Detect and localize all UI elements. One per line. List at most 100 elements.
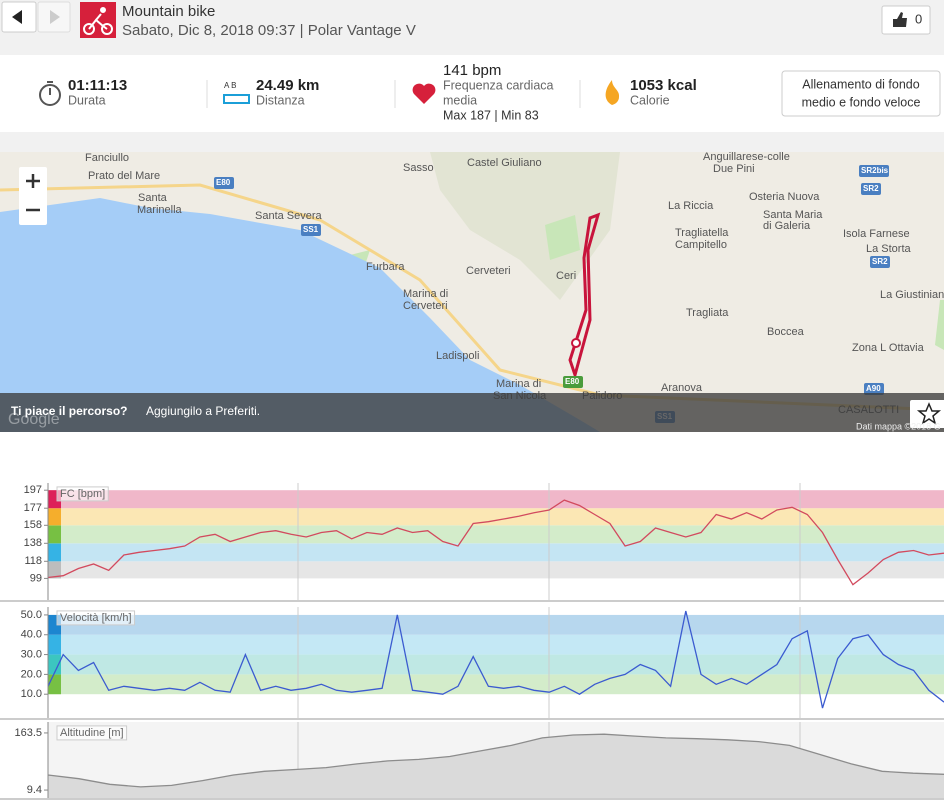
map-label: Prato del Mare <box>88 170 160 182</box>
road-shield <box>870 256 890 268</box>
map-label: Fanciullo <box>85 152 129 164</box>
route-start <box>571 338 581 348</box>
y-tick-label: 118 <box>24 555 42 567</box>
zone-strip <box>48 674 61 695</box>
zone-strip <box>48 525 61 544</box>
favorite-action[interactable]: Aggiungilo a Preferiti. <box>146 404 260 418</box>
y-tick-label: 9.4 <box>27 784 42 796</box>
back-icon <box>12 10 22 24</box>
training-type-button[interactable] <box>781 70 941 117</box>
road-shield <box>563 376 583 388</box>
calories-label: Calorie <box>630 93 670 107</box>
sea <box>0 198 600 432</box>
map-label: Boccea <box>767 326 805 338</box>
map-label: Cerveteri <box>466 265 511 277</box>
distance-icon-text: A B <box>224 81 236 90</box>
y-tick-label: 177 <box>24 502 42 514</box>
training-type: Allenamento di fondo <box>802 77 919 91</box>
map-label: La Riccia <box>668 200 714 212</box>
area <box>48 734 944 798</box>
duration-value: 01:11:13 <box>68 77 127 94</box>
ruler-icon <box>223 94 250 104</box>
road-shield <box>859 165 889 177</box>
road-shield-label: E80 <box>565 377 580 386</box>
hr-value: 141 bpm <box>443 62 501 79</box>
title: Mountain bike <box>122 3 215 20</box>
map-label: Furbara <box>366 261 405 273</box>
chart-title: Altitudine [m] <box>60 727 124 739</box>
y-tick-label: 163.5 <box>14 727 42 739</box>
heart-icon <box>412 83 436 104</box>
data-line <box>47 610 944 709</box>
like-count: 0 <box>915 11 922 26</box>
distance-label: Distanza <box>256 93 305 107</box>
zone-strip <box>48 508 61 526</box>
favorite-bar <box>0 393 944 432</box>
chart-title: FC [bpm] <box>60 488 105 500</box>
flame-icon <box>605 80 620 105</box>
distance-value: 24.49 km <box>256 77 319 94</box>
zone-band <box>48 508 944 526</box>
map-label: Sasso <box>403 162 434 174</box>
map-label: Ladispoli <box>436 350 479 362</box>
map-label: Tragliata <box>686 307 729 319</box>
hr-range: Max 187 | Min 83 <box>443 108 539 122</box>
zone-band <box>48 490 944 509</box>
y-tick-label: 99 <box>30 572 42 584</box>
y-tick-label: 197 <box>24 484 42 496</box>
map-label: Santa Maria <box>763 209 823 221</box>
google-logo: Google <box>8 411 60 428</box>
road-shield <box>301 224 321 236</box>
y-tick-label: 30.0 <box>21 648 42 660</box>
chart-title-box <box>56 486 109 502</box>
area-line <box>47 733 944 788</box>
map-label: di Galeria <box>763 220 811 232</box>
map-label: Ceri <box>556 270 576 282</box>
chart-title-box <box>56 610 136 626</box>
favorite-button[interactable] <box>910 400 944 428</box>
road-shield <box>864 383 884 395</box>
zone-band <box>48 654 944 675</box>
y-tick-label: 138 <box>24 537 42 549</box>
y-tick-label: 50.0 <box>21 609 42 621</box>
duration-label: Durata <box>68 93 106 107</box>
road-shield-label: A90 <box>866 384 881 393</box>
map-label: Santa Severa <box>255 210 323 222</box>
map-label: Aranova <box>661 382 703 394</box>
map-attribution: Dati mappa ©2018 G <box>856 421 941 431</box>
map-label: Zona L Ottavia <box>852 342 925 354</box>
road-shield-label: SR2 <box>863 184 879 193</box>
zone-band <box>48 674 944 695</box>
hr-label: media <box>443 93 477 107</box>
road-shield-label: SR2bis <box>861 166 889 175</box>
forward-icon <box>50 10 60 24</box>
road-shield <box>214 177 234 189</box>
zone-strip <box>48 543 61 562</box>
zone-band <box>48 525 944 544</box>
subtitle: Sabato, Dic 8, 2018 09:37 | Polar Vantag… <box>122 22 416 39</box>
map-label: Osteria Nuova <box>749 191 820 203</box>
map-label: Santa <box>138 192 168 204</box>
y-tick-label: 20.0 <box>21 668 42 680</box>
road-shield-label: E80 <box>216 178 231 187</box>
map-label: Due Pini <box>713 163 755 175</box>
y-tick-label: 158 <box>24 519 42 531</box>
chart-title-box <box>56 725 128 741</box>
map-label: Cerveteri <box>403 300 448 312</box>
map-label: La Storta <box>866 243 912 255</box>
zoom-icons <box>26 174 40 212</box>
hills <box>430 152 620 300</box>
like-icon <box>893 12 907 27</box>
chart-title: Velocità [km/h] <box>60 612 132 624</box>
map-label: Marina di <box>496 378 541 390</box>
zone-band <box>48 561 944 579</box>
map-label: Campitello <box>675 239 727 251</box>
calories-value: 1053 kcal <box>630 77 697 94</box>
stopwatch-icon <box>39 81 61 106</box>
map-label: La Giustinian <box>880 289 944 301</box>
zone-band <box>48 543 944 562</box>
y-tick-label: 10.0 <box>21 688 42 700</box>
zone-strip <box>48 634 61 655</box>
